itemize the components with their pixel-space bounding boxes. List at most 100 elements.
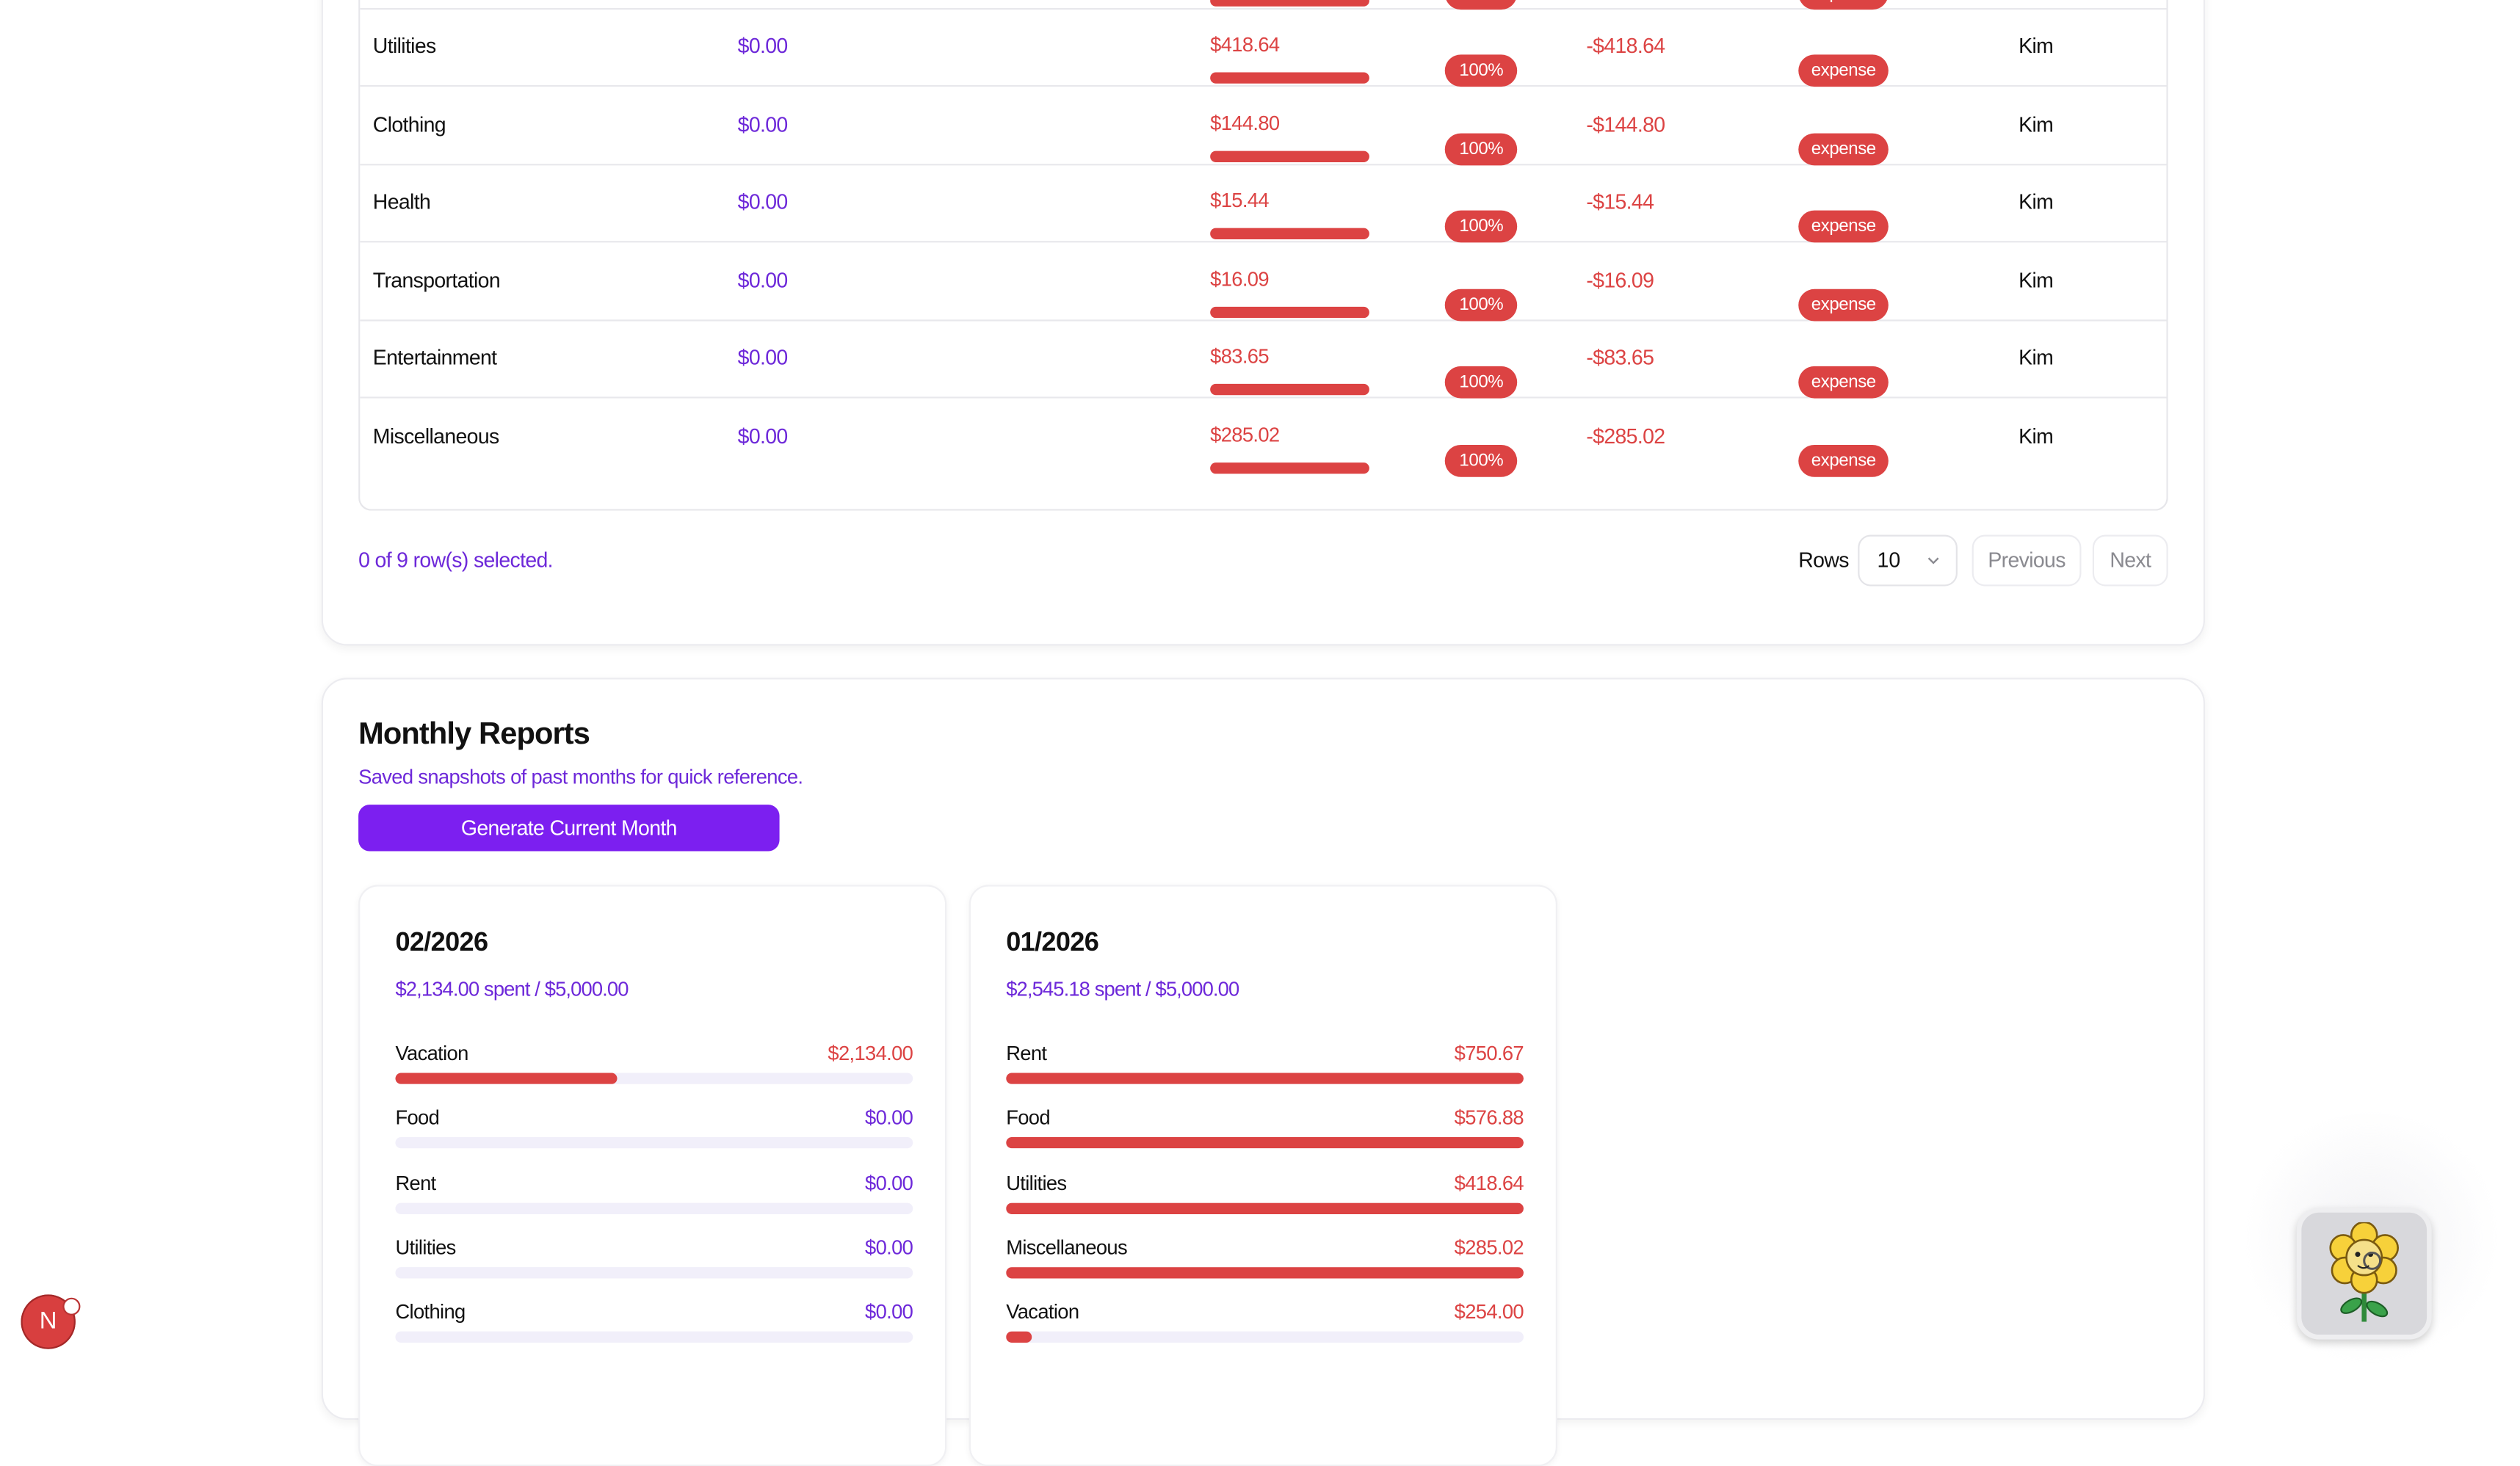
spent-cell: $418.64 <box>1210 8 1371 85</box>
category-progress-track <box>395 1137 913 1149</box>
status-dot <box>62 1297 81 1316</box>
chevron-down-icon <box>1927 557 1939 565</box>
category-progress-track <box>1006 1137 1524 1149</box>
category-amount: $576.88 <box>1454 1107 1524 1130</box>
generate-current-month-button[interactable]: Generate Current Month <box>358 805 780 852</box>
category-progress-track <box>395 1332 913 1343</box>
category-cell: Rent <box>373 0 415 8</box>
category-progress-fill <box>395 1073 618 1084</box>
spent-amount: $16.09 <box>1210 268 1269 291</box>
month-category-item: Rent $750.67 <box>1006 1042 1524 1091</box>
table-row[interactable]: Entertainment $0.00 $83.65 100% -$83.65 expen… <box>360 319 2167 399</box>
owner-cell: Kim <box>2018 33 2054 58</box>
remaining-cell: -$15.44 <box>1586 189 1654 214</box>
category-cell: Entertainment <box>372 345 497 370</box>
app-stage: Rent$0.00$750.67100%-$750.67expenseKimUt… <box>21 0 2499 1466</box>
next-page-button[interactable]: Next <box>2092 534 2168 587</box>
month-summary: $2,545.18 spent / $5,000.00 <box>1006 978 1239 1001</box>
spent-amount: $144.80 <box>1210 112 1280 135</box>
percent-cell: 100% <box>1444 421 1518 477</box>
category-amount: $254.00 <box>1454 1301 1524 1324</box>
type-badge: expense <box>1798 210 1889 243</box>
budget-table-card: Rent $0.00 $750.67 100% -$750.67 expense Kim Ut… <box>321 0 2206 646</box>
category-progress-track <box>1006 1073 1524 1084</box>
month-summary: $2,134.00 spent / $5,000.00 <box>395 978 629 1001</box>
month-category-item: Clothing $0.00 <box>395 1302 913 1350</box>
month-category-item: Vacation $254.00 <box>1006 1302 1524 1350</box>
month-report-card[interactable]: 01/2026 $2,545.18 spent / $5,000.00 Rent $7… <box>968 885 1557 1466</box>
percent-badge: 100% <box>1444 54 1518 87</box>
category-progress-fill <box>1006 1073 1524 1084</box>
category-cell: Health <box>372 189 431 214</box>
type-badge: expense <box>1798 0 1889 10</box>
rows-per-page-value: 10 <box>1877 548 1901 572</box>
percent-cell: 100% <box>1444 31 1518 87</box>
owner-cell: Kim <box>2018 112 2054 137</box>
monthly-reports-subtitle: Saved snapshots of past months for quick… <box>358 766 803 789</box>
monthly-reports-card: Monthly Reports Saved snapshots of past … <box>321 678 2206 1466</box>
spent-progress-bar <box>1210 150 1369 162</box>
table-row[interactable]: Transportation $0.00 $16.09 100% -$16.09 expe… <box>360 242 2167 322</box>
table-row[interactable]: Miscellaneous $0.00 $285.02 100% -$285.02 exp… <box>360 399 2166 477</box>
remaining-cell: -$285.02 <box>1586 424 1665 449</box>
budget-table: Rent $0.00 $750.67 100% -$750.67 expense Kim Ut… <box>358 0 2168 511</box>
month-category-item: Miscellaneous $285.02 <box>1006 1236 1524 1285</box>
table-row[interactable]: Health $0.00 $15.44 100% -$15.44 expense Kim <box>360 164 2167 243</box>
month-category-item: Rent $0.00 <box>395 1172 913 1220</box>
previous-page-button[interactable]: Previous <box>1972 534 2082 587</box>
category-amount: $418.64 <box>1454 1172 1524 1194</box>
category-cell: Transportation <box>372 268 501 293</box>
spent-cell: $16.09 <box>1210 242 1371 319</box>
month-title: 01/2026 <box>1006 928 1099 957</box>
percent-cell: 100% <box>1444 109 1518 166</box>
spent-amount: $285.02 <box>1210 424 1280 447</box>
type-badge: expense <box>1798 289 1889 322</box>
owner-cell: Kim <box>2018 268 2054 293</box>
category-name: Food <box>395 1107 440 1130</box>
remaining-cell: -$83.65 <box>1586 345 1654 370</box>
category-name: Utilities <box>1006 1172 1067 1194</box>
monthly-reports-title: Monthly Reports <box>358 717 590 752</box>
category-progress-fill <box>1006 1266 1524 1279</box>
category-amount: $750.67 <box>1454 1042 1524 1065</box>
rows-per-page-label: Rows <box>1798 548 1849 572</box>
month-category-item: Vacation $2,134.00 <box>395 1042 913 1091</box>
rows-per-page-select[interactable]: 10 <box>1858 534 1958 587</box>
category-progress-track <box>395 1073 913 1084</box>
category-progress-track <box>395 1202 913 1214</box>
budget-cell: $0.00 <box>737 424 789 449</box>
spent-amount: $83.65 <box>1210 345 1269 369</box>
spent-cell: $750.67 <box>1210 0 1371 8</box>
assistant-launcher-button[interactable] <box>2296 1208 2432 1340</box>
remaining-cell: -$750.67 <box>1586 0 1665 8</box>
owner-cell: Kim <box>2018 424 2054 449</box>
month-report-card[interactable]: 02/2026 $2,134.00 spent / $5,000.00 Vacati… <box>358 885 947 1466</box>
category-name: Miscellaneous <box>1006 1236 1128 1259</box>
spent-cell: $285.02 <box>1210 399 1371 476</box>
table-row[interactable]: Clothing $0.00 $144.80 100% -$144.80 expense K… <box>360 87 2167 166</box>
remaining-cell: -$16.09 <box>1586 268 1654 293</box>
category-cell: Utilities <box>372 33 436 58</box>
type-cell: expense <box>1798 342 1889 399</box>
category-progress-track <box>1006 1332 1524 1343</box>
percent-badge: 100% <box>1444 445 1518 477</box>
table-row[interactable]: Utilities $0.00 $418.64 100% -$418.64 expense… <box>360 8 2167 87</box>
category-amount: $285.02 <box>1454 1236 1524 1259</box>
category-name: Utilities <box>395 1236 456 1259</box>
table-row[interactable]: Rent $0.00 $750.67 100% -$750.67 expense Kim <box>360 0 2167 10</box>
percent-badge: 100% <box>1444 210 1518 243</box>
remaining-cell: -$418.64 <box>1586 33 1665 58</box>
category-name: Rent <box>1006 1042 1047 1065</box>
percent-badge: 100% <box>1444 0 1518 10</box>
category-amount: $0.00 <box>865 1301 913 1324</box>
budget-cell: $0.00 <box>738 0 788 8</box>
month-title: 02/2026 <box>395 928 488 957</box>
spent-amount: $418.64 <box>1210 33 1280 57</box>
percent-badge: 100% <box>1444 133 1518 166</box>
budget-cell: $0.00 <box>737 268 789 293</box>
type-badge: expense <box>1798 366 1889 399</box>
owner-cell: Kim <box>2018 345 2054 370</box>
category-progress-fill <box>1006 1137 1524 1149</box>
remaining-cell: -$144.80 <box>1586 112 1665 137</box>
owner-cell: Kim <box>2018 189 2054 214</box>
